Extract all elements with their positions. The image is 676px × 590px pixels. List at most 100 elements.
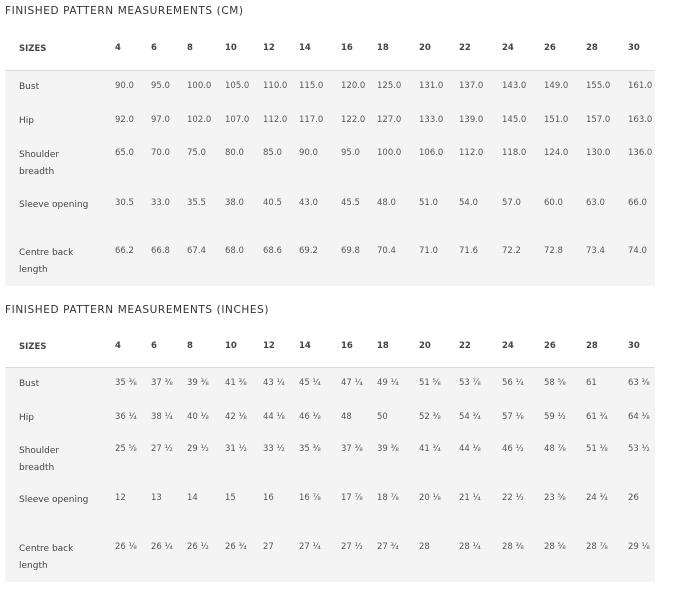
table-cell: 46 ¹⁄₂: [502, 443, 524, 454]
table-cell: 26 ¹⁄₈: [115, 541, 137, 552]
table-cell: 23 ⁵⁄₈: [544, 492, 566, 503]
table-cell: 149.0: [544, 81, 569, 91]
table-cell: 51 ⁵⁄₈: [419, 378, 441, 388]
row-label: Centre back length: [19, 248, 74, 275]
table-cell: 58 ⁵⁄₈: [544, 378, 566, 388]
table-row: Shoulder breadth 25 ⁵⁄₈ 27 ¹⁄₂ 29 ¹⁄₂ 31 ¹⁄₂…: [5, 435, 655, 484]
size-header-cell: 18: [377, 42, 389, 53]
size-header-cell: 26: [544, 340, 556, 351]
table-cell: 85.0: [263, 148, 282, 158]
measurements-table: SIZES 4 6 8 10 12 14 16 18 20 22 24 26 28 30 Bust 35 ³⁄₈…: [5, 328, 655, 582]
table-cell: 70.4: [377, 246, 396, 256]
size-header-cell: 6: [151, 42, 157, 53]
table-cell: 127.0: [377, 115, 402, 125]
table-row: Shoulder breadth 65.0 70.0 75.0 80.0 85.0 90.0…: [5, 139, 655, 189]
table-cell: 68.6: [263, 246, 282, 256]
table-cell: 53 ⁷⁄₈: [459, 378, 481, 388]
table-cell: 43 ¹⁄₄: [263, 378, 285, 388]
table-cell: 110.0: [263, 81, 288, 91]
row-label: Shoulder breadth: [19, 445, 60, 473]
table-cell: 60.0: [544, 197, 563, 208]
size-header-cell: 24: [502, 42, 514, 53]
table-cell: 51.0: [419, 197, 438, 208]
table-row: Centre back length 26 ¹⁄₈ 26 ¹⁄₄ 26 ¹⁄₂ 26 ³…: [5, 533, 655, 582]
size-header-cell: 30: [628, 340, 640, 351]
table-cell: 54.0: [459, 197, 478, 208]
table-cell: 48.0: [377, 197, 396, 208]
table-cell: 100.0: [377, 148, 402, 158]
size-header-cell: 16: [341, 42, 353, 53]
table-cell: 63 ³⁄₈: [628, 378, 650, 388]
table-cell: 28 ¹⁄₄: [459, 541, 481, 552]
table-cell: 37 ³⁄₈: [341, 443, 363, 454]
table-cell: 42 ¹⁄₈: [225, 411, 247, 422]
table-cell: 130.0: [586, 148, 611, 158]
table-cell: 63.0: [586, 197, 605, 208]
size-header-cell: 12: [263, 340, 275, 351]
table-cell: 139.0: [459, 115, 484, 125]
size-header-cell: 12: [263, 42, 275, 53]
table-cell: 151.0: [544, 115, 569, 125]
table-cell: 107.0: [225, 115, 250, 125]
size-header-cell: 30: [628, 42, 640, 53]
row-label: Centre back length: [19, 543, 74, 571]
table-cell: 44 ¹⁄₈: [459, 443, 481, 454]
table-cell: 70.0: [151, 148, 170, 158]
table-cell: 16: [263, 492, 274, 503]
row-label: Shoulder breadth: [19, 150, 60, 177]
table-cell: 71.6: [459, 246, 478, 256]
row-label: Hip: [19, 116, 34, 126]
table-cell: 27 ³⁄₄: [377, 541, 399, 552]
size-header-cell: 22: [459, 340, 471, 351]
table-cell: 100.0: [187, 81, 212, 91]
table-cell: 69.2: [299, 246, 318, 256]
table-cell: 15: [225, 492, 236, 503]
table-cell: 38 ¹⁄₄: [151, 411, 173, 422]
table-cell: 61 ³⁄₄: [586, 411, 608, 422]
size-header-cell: 8: [187, 42, 193, 53]
size-header-cell: 28: [586, 340, 598, 351]
size-header-cell: 18: [377, 340, 389, 351]
table-cell: 31 ¹⁄₂: [225, 443, 247, 454]
size-header-cell: 4: [115, 42, 121, 53]
row-label: Bust: [19, 82, 40, 92]
table-cell: 50: [377, 411, 388, 422]
table-cell: 41 ³⁄₈: [225, 378, 247, 388]
table-cell: 155.0: [586, 81, 611, 91]
table-cell: 90.0: [115, 81, 134, 91]
table-cell: 117.0: [299, 115, 324, 125]
table-cell: 95.0: [151, 81, 170, 91]
size-header-cell: 10: [225, 340, 237, 351]
table-row: Sleeve opening 30.5 33.0 35.5 38.0 40.5 43.0 45…: [5, 189, 655, 238]
table-cell: 33 ¹⁄₂: [263, 443, 285, 454]
size-header-cell: 28: [586, 42, 598, 53]
table-cell: 41 ³⁄₄: [419, 443, 441, 454]
table-cell: 26 ¹⁄₄: [151, 541, 173, 552]
table-cell: 13: [151, 492, 162, 503]
table-cell: 18 ⁷⁄₈: [377, 492, 399, 503]
table-cell: 90.0: [299, 148, 318, 158]
row-label: Sleeve opening: [19, 199, 89, 210]
table-cell: 52 ³⁄₈: [419, 411, 441, 422]
size-header-cell: 10: [225, 42, 237, 53]
table-cell: 92.0: [115, 115, 134, 125]
table-cell: 64 ¹⁄₈: [628, 411, 650, 422]
table-cell: 66.2: [115, 246, 134, 256]
table-cell: 106.0: [419, 148, 444, 158]
table-cell: 35 ³⁄₈: [299, 443, 321, 454]
table-cell: 45.5: [341, 197, 360, 208]
table-cell: 16 ⁷⁄₈: [299, 492, 321, 503]
table-cell: 33.0: [151, 197, 170, 208]
table-cell: 131.0: [419, 81, 444, 91]
table-cell: 38.0: [225, 197, 244, 208]
table-cell: 17 ⁷⁄₈: [341, 492, 363, 503]
table-cell: 115.0: [299, 81, 324, 91]
table-cell: 80.0: [225, 148, 244, 158]
table-cell: 48 ⁷⁄₈: [544, 443, 566, 454]
table-cell: 22 ¹⁄₂: [502, 492, 524, 503]
table-cell: 28 ⁵⁄₈: [544, 541, 566, 552]
row-label: Hip: [19, 412, 34, 423]
table-cell: 28 ⁷⁄₈: [586, 541, 608, 552]
table-row: Hip 36 ¹⁄₄ 38 ¹⁄₄ 40 ¹⁄₈ 42 ¹⁄₈ 44 ¹⁄₈ 46 ¹⁄₈ 4…: [5, 402, 655, 435]
table-cell: 68.0: [225, 246, 244, 256]
